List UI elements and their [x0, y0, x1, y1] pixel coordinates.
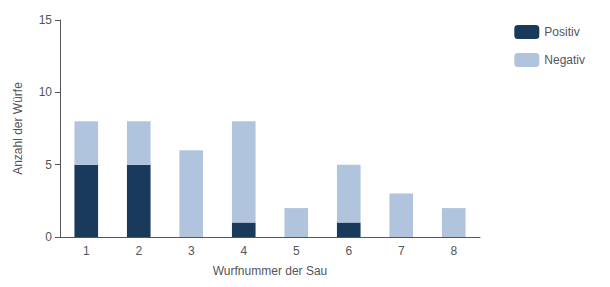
- svg-text:Positiv: Positiv: [544, 25, 579, 39]
- svg-text:2: 2: [135, 244, 142, 258]
- svg-text:8: 8: [450, 244, 457, 258]
- svg-text:Negativ: Negativ: [544, 53, 585, 67]
- svg-text:4: 4: [240, 244, 247, 258]
- svg-text:5: 5: [293, 244, 300, 258]
- svg-text:0: 0: [45, 230, 52, 244]
- svg-text:Wurfnummer der Sau: Wurfnummer der Sau: [213, 264, 328, 278]
- svg-text:15: 15: [39, 13, 53, 27]
- svg-text:7: 7: [398, 244, 405, 258]
- svg-text:6: 6: [345, 244, 352, 258]
- svg-text:5: 5: [45, 158, 52, 172]
- svg-text:10: 10: [39, 85, 53, 99]
- svg-text:1: 1: [83, 244, 90, 258]
- svg-text:3: 3: [188, 244, 195, 258]
- svg-text:Anzahl der Würfe: Anzahl der Würfe: [11, 82, 25, 175]
